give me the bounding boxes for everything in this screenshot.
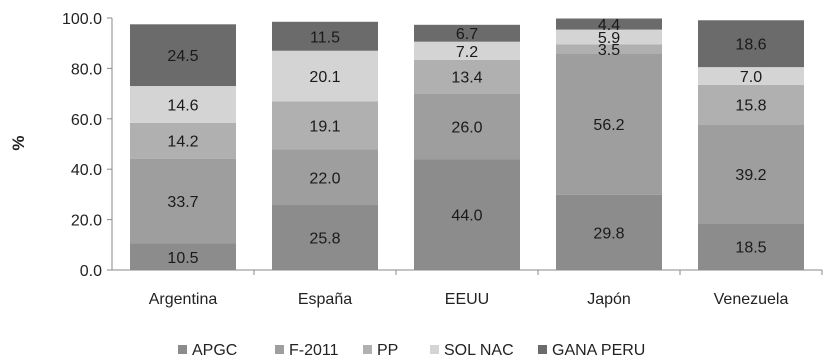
legend: APGC F-2011 PP SOL NAC GANA PERU: [178, 342, 645, 359]
bar-segment-f-2011: [130, 158, 236, 244]
bar-segment-apgc: [272, 204, 378, 270]
legend-item-pp: PP: [363, 342, 398, 359]
bar-stack-eeuu: 44.0 26.0 13.4 7.26.7: [414, 24, 520, 270]
legend-label: APGC: [192, 342, 237, 359]
y-tick-label: 40.0: [71, 162, 102, 179]
legend-swatch: [538, 345, 547, 354]
data-label: 19.1: [309, 118, 340, 135]
data-label: 26.0: [451, 119, 482, 136]
data-label: 15.8: [735, 98, 766, 115]
data-label: 11.5: [310, 29, 340, 46]
plot-area: 10.5 33.7 14.2 14.6 24.5 25.8 22.0 19.1 20.1 11.5…: [130, 17, 804, 270]
y-axis: 0.0 20.0 40.0 60.0 80.0 100.0: [62, 11, 113, 280]
legend-item-gana-peru: GANA PERU: [538, 342, 645, 359]
legend-swatch: [275, 345, 284, 354]
bar-segment-pp: [414, 59, 520, 94]
data-label: 18.5: [735, 240, 766, 257]
data-label: 14.2: [167, 134, 198, 151]
bar-segment-gana-peru: [130, 24, 236, 87]
x-tick-label: Japón: [587, 291, 631, 308]
x-tick-label: EEUU: [445, 291, 489, 308]
bar-segment-apgc: [414, 159, 520, 270]
y-tick-label: 80.0: [71, 61, 102, 78]
y-axis-label: %: [9, 135, 28, 150]
data-label: 25.8: [309, 230, 340, 247]
legend-label: GANA PERU: [552, 342, 645, 359]
data-label: 13.4: [451, 70, 482, 87]
bar-segment-pp: [556, 44, 662, 54]
data-label: 29.8: [593, 225, 624, 242]
bar-segment-f-2011: [556, 53, 662, 195]
bar-stack-argentina: 10.5 33.7 14.2 14.6 24.5: [130, 24, 236, 270]
data-label: 24.5: [167, 48, 198, 65]
data-label: 33.7: [167, 194, 198, 211]
data-label: 44.0: [451, 208, 482, 225]
bar-stack-españa: 25.8 22.0 19.1 20.1 11.5: [272, 21, 378, 270]
data-label: 7.0: [740, 69, 762, 86]
bar-segment-sol-nac: [698, 67, 804, 85]
data-label: 56.2: [593, 117, 624, 134]
bar-stack-venezuela: 18.5 39.2 15.8 7.0 18.6: [698, 20, 804, 270]
bar-segment-f-2011: [698, 124, 804, 224]
legend-label: PP: [377, 342, 398, 359]
data-label: 3.5: [598, 42, 620, 59]
data-label: 18.6: [735, 37, 766, 54]
bar-segment-apgc: [698, 223, 804, 270]
bar-segment-sol-nac: [556, 29, 662, 45]
bar-segment-f-2011: [414, 93, 520, 160]
data-label: 39.2: [735, 167, 766, 184]
data-label: 5.9: [598, 30, 620, 47]
legend-swatch: [178, 345, 187, 354]
y-tick-label: 0.0: [80, 263, 102, 280]
legend-label: SOL NAC: [444, 342, 514, 359]
y-tick-label: 100.0: [62, 11, 102, 28]
bar-segment-apgc: [556, 194, 662, 270]
legend-item-f-2011: F-2011: [275, 342, 339, 359]
bar-segment-sol-nac: [130, 86, 236, 123]
legend-item-apgc: APGC: [178, 342, 237, 359]
data-label: 7.2: [456, 44, 478, 61]
data-label: 6.7: [456, 26, 478, 43]
legend-label: F-2011: [289, 342, 339, 359]
bar-segment-pp: [698, 84, 804, 125]
bar-segment-gana-peru: [556, 18, 662, 30]
bar-segment-f-2011: [272, 149, 378, 205]
bar-segment-sol-nac: [414, 41, 520, 60]
legend-swatch: [430, 345, 439, 354]
bar-segment-pp: [272, 101, 378, 150]
x-tick-label: Venezuela: [714, 291, 789, 308]
data-label: 4.4: [598, 17, 620, 34]
bar-segment-gana-peru: [414, 24, 520, 42]
bar-segment-sol-nac: [272, 50, 378, 102]
data-label: 20.1: [309, 69, 340, 86]
y-tick-label: 20.0: [71, 213, 102, 230]
bar-stack-japón: 29.8 56.2 3.55.94.4: [556, 17, 662, 270]
bar-segment-apgc: [130, 243, 236, 270]
legend-swatch: [363, 345, 372, 354]
bar-segment-gana-peru: [698, 20, 804, 68]
x-axis: Argentina España EEUU Japón Venezuela: [112, 269, 823, 308]
bar-segment-pp: [130, 122, 236, 159]
x-tick-label: España: [298, 291, 352, 308]
x-tick-label: Argentina: [149, 291, 218, 308]
data-label: 22.0: [309, 170, 340, 187]
data-label: 14.6: [167, 97, 198, 114]
bar-segment-gana-peru: [272, 21, 378, 51]
data-label: 10.5: [167, 250, 198, 267]
y-tick-label: 60.0: [71, 112, 102, 129]
legend-item-sol-nac: SOL NAC: [430, 342, 514, 359]
